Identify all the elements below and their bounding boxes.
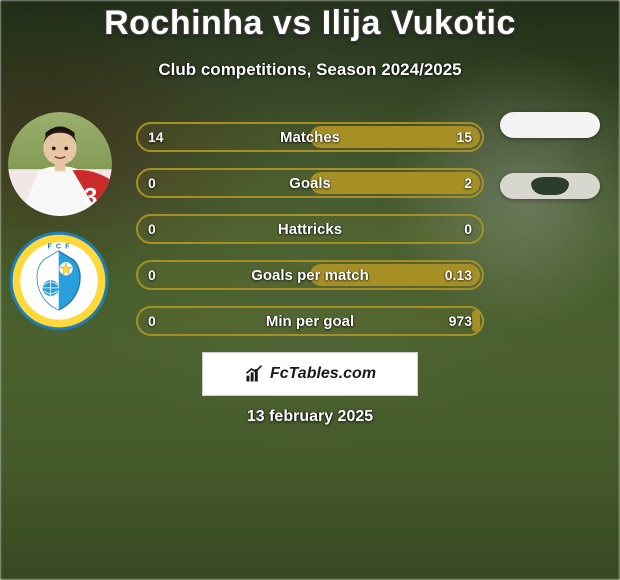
stat-label: Min per goal <box>266 313 354 330</box>
right-column <box>500 112 600 199</box>
stat-row-goals: 0 Goals 2 <box>136 168 484 198</box>
stats-block: 14 Matches 15 0 Goals 2 0 Hattricks 0 0 … <box>136 122 484 352</box>
svg-text:F C F: F C F <box>48 242 71 250</box>
stat-row-goals-per-match: 0 Goals per match 0.13 <box>136 260 484 290</box>
stat-right-value: 0.13 <box>445 262 472 288</box>
stat-label: Hattricks <box>278 221 342 238</box>
stat-right-value: 0 <box>464 216 472 242</box>
player1-avatar-icon: 3 <box>8 112 112 216</box>
stat-left-value: 14 <box>148 124 164 150</box>
stat-label: Goals per match <box>251 267 369 284</box>
player1-club-crest: F C F <box>8 230 110 332</box>
boavista-shield-icon <box>531 177 569 195</box>
player2-club-crest-2 <box>500 173 600 199</box>
stat-label: Goals <box>289 175 331 192</box>
comparison-card: Rochinha vs Ilija Vukotic Club competiti… <box>0 0 620 580</box>
page-title: Rochinha vs Ilija Vukotic <box>0 4 620 43</box>
date-line: 13 february 2025 <box>0 408 620 426</box>
subtitle: Club competitions, Season 2024/2025 <box>0 60 620 80</box>
stat-left-value: 0 <box>148 170 156 196</box>
stat-row-hattricks: 0 Hattricks 0 <box>136 214 484 244</box>
stat-left-value: 0 <box>148 262 156 288</box>
stat-right-value: 15 <box>456 124 472 150</box>
stat-row-min-per-goal: 0 Min per goal 973 <box>136 306 484 336</box>
brand-badge[interactable]: FcTables.com <box>202 352 418 396</box>
famalicao-crest-icon: F C F <box>8 230 110 332</box>
stat-row-matches: 14 Matches 15 <box>136 122 484 152</box>
stat-label: Matches <box>280 129 340 146</box>
stat-left-value: 0 <box>148 216 156 242</box>
player1-avatar: 3 <box>8 112 112 216</box>
svg-text:3: 3 <box>84 184 98 212</box>
stat-right-value: 973 <box>449 308 472 334</box>
brand-text: FcTables.com <box>270 365 376 383</box>
stat-left-value: 0 <box>148 308 156 334</box>
stat-right-value: 2 <box>464 170 472 196</box>
left-column: 3 F C F <box>8 112 112 332</box>
barchart-icon <box>244 364 264 384</box>
player2-club-crest-1 <box>500 112 600 138</box>
